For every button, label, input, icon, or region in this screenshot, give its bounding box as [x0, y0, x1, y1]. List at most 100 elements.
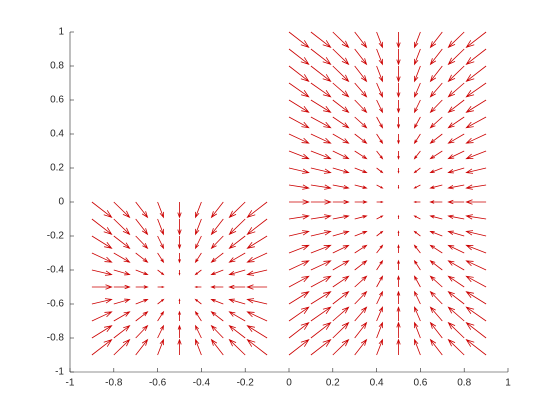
arrow [447, 184, 465, 190]
arrow [228, 201, 246, 219]
arrow [376, 290, 384, 305]
x-tick-label: 0.6 [413, 378, 427, 389]
arrow [332, 230, 350, 237]
arrow [465, 214, 487, 220]
arrow [195, 338, 202, 356]
y-tick-label: 1 [58, 27, 64, 38]
arrow [113, 269, 131, 276]
arrow [310, 116, 332, 129]
arrow [246, 338, 268, 356]
arrow [91, 252, 113, 263]
y-tick-label: 0.8 [50, 61, 64, 72]
arrow [178, 270, 181, 276]
arrow [288, 167, 310, 174]
arrow [332, 133, 350, 144]
arrow [376, 65, 383, 83]
arrow [465, 244, 487, 254]
arrow [447, 48, 465, 66]
x-tick-label: -1 [66, 378, 75, 389]
arrow [178, 310, 181, 321]
arrow [194, 252, 202, 264]
arrow [210, 201, 224, 219]
arrow [332, 291, 350, 305]
arrow [413, 200, 421, 204]
arrow [429, 260, 443, 271]
arrow [413, 259, 421, 271]
arrow [429, 65, 443, 83]
arrow [376, 338, 383, 356]
arrow [376, 200, 384, 204]
arrow [376, 184, 384, 189]
arrow [310, 31, 332, 49]
arrow [397, 151, 400, 160]
arrow [376, 306, 383, 322]
arrow [429, 230, 443, 237]
arrow [288, 275, 310, 288]
arrow [413, 99, 421, 114]
arrow [396, 100, 401, 114]
arrow [376, 244, 384, 254]
arrow [246, 218, 268, 236]
arrow [413, 215, 421, 220]
arrow [113, 218, 131, 236]
arrow [354, 48, 368, 66]
arrow [396, 117, 401, 129]
arrow [194, 324, 202, 339]
arrow [288, 99, 310, 113]
arrow [310, 133, 332, 144]
y-tick-label: -0.8 [47, 333, 65, 344]
arrow [91, 311, 113, 322]
arrow [465, 275, 487, 288]
arrow [157, 324, 165, 339]
arrow [135, 218, 149, 236]
arrow [397, 134, 400, 145]
arrow [228, 218, 246, 236]
arrow [332, 31, 350, 49]
arrow [429, 215, 443, 220]
arrow [288, 31, 310, 49]
arrow [157, 298, 165, 305]
arrow [177, 338, 182, 355]
y-tick-label: -0.6 [47, 299, 65, 310]
arrow [429, 290, 443, 305]
arrow [332, 48, 350, 66]
arrow [288, 291, 310, 305]
arrow [210, 218, 224, 236]
arrow [447, 31, 465, 49]
arrow [210, 235, 224, 250]
arrow [135, 311, 149, 322]
arrow [135, 252, 149, 263]
arrow [310, 321, 332, 339]
arrow [246, 325, 268, 339]
arrow [113, 252, 131, 263]
arrow [354, 244, 368, 254]
arrow [397, 214, 400, 219]
x-tick-label: -0.4 [193, 378, 211, 389]
arrow [429, 99, 443, 114]
y-tick-label: -1 [55, 367, 64, 378]
arrow [228, 338, 246, 356]
arrow [332, 167, 350, 174]
arrow [429, 184, 443, 189]
arrow [210, 338, 224, 356]
x-tick-label: -0.6 [149, 378, 167, 389]
arrow [332, 244, 350, 254]
arrow [447, 167, 465, 174]
arrow [310, 82, 332, 98]
arrow [376, 167, 384, 174]
arrow [414, 31, 421, 49]
arrow [429, 31, 443, 49]
arrow [135, 269, 149, 276]
arrow [310, 167, 332, 174]
arrow [354, 200, 368, 204]
arrow [91, 338, 113, 356]
arrow [465, 99, 487, 113]
arrow [376, 150, 384, 160]
arrow [157, 285, 165, 289]
arrow [332, 116, 350, 129]
arrow [288, 116, 310, 129]
arrow [354, 184, 368, 189]
arrow [194, 298, 202, 305]
arrow [396, 306, 401, 321]
arrow [91, 235, 113, 249]
